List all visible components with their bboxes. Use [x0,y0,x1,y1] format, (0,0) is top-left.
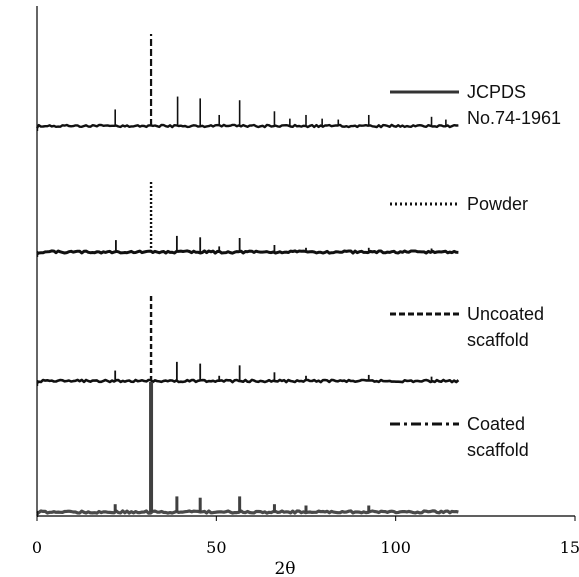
trace-baseline [35,123,459,129]
legend-label: scaffold [467,330,529,350]
legend-label: Coated [467,414,525,434]
x-tick-label: 150 [560,538,579,557]
trace-baseline [35,509,459,516]
legend-item: Coated scaffold [390,414,529,460]
x-tick-label: 50 [206,538,226,557]
trace-jcpds-no-74-1961 [35,34,459,131]
x-tick-label: 100 [380,538,411,557]
legend-label: JCPDS [467,82,526,102]
legend-label: scaffold [467,440,529,460]
legend-label: Powder [467,194,528,214]
trace-coated-scaffold [35,382,459,517]
legend-item: Uncoated scaffold [390,304,544,350]
trace-baseline [36,249,459,256]
x-ticks-layer: 0 50 100 150 [32,516,579,557]
legend-item: Powder [390,194,528,214]
legend-label: Uncoated [467,304,544,324]
trace-uncoated-scaffold [36,294,460,386]
traces-layer [35,34,460,517]
legend-item: JCPDS No.74-1961 [390,82,561,128]
trace-baseline [36,378,460,385]
x-tick-label: 0 [32,538,42,557]
x-axis-label: 2θ [274,559,295,577]
trace-powder [36,182,459,257]
plot-frame [36,6,575,517]
legend: JCPDSNo.74-1961PowderUncoatedscaffoldCoa… [390,82,561,460]
legend-label: No.74-1961 [467,108,561,128]
